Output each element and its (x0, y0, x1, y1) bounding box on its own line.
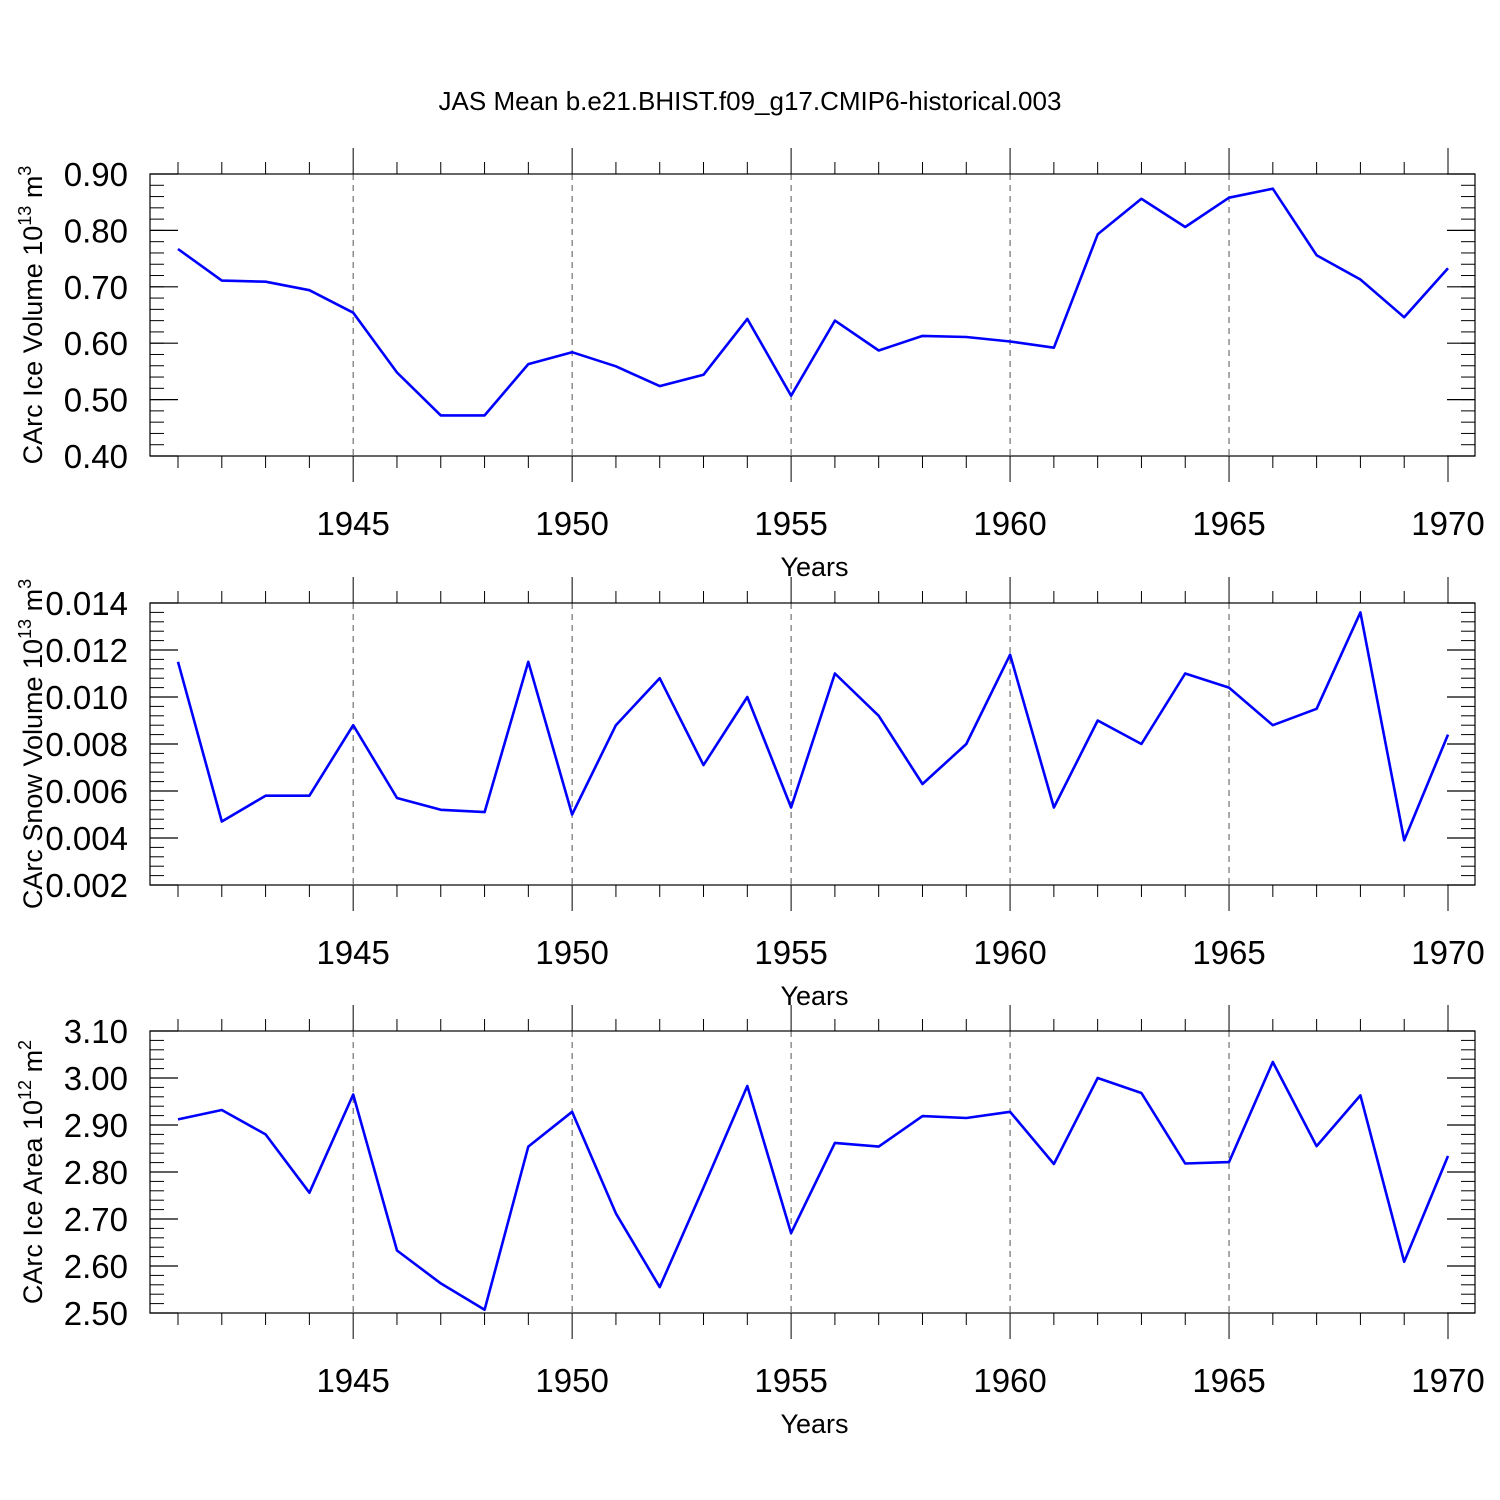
x-tick-label: 1945 (316, 934, 389, 971)
y-tick-label: 0.90 (64, 156, 128, 193)
x-tick-label: 1965 (1192, 505, 1265, 542)
x-tick-label: 1955 (754, 505, 827, 542)
x-axis-label: Years (780, 981, 848, 1011)
x-tick-label: 1970 (1411, 934, 1484, 971)
y-axis-label: CArc Ice Area 1012 m2 (15, 1040, 48, 1304)
y-tick-label: 0.60 (64, 325, 128, 362)
y-tick-label: 0.010 (45, 679, 128, 716)
plot-frame (149, 173, 1476, 457)
y-tick-label: 0.014 (45, 585, 128, 622)
y-axis-label-unit-exponent: 3 (15, 579, 35, 589)
y-tick-label: 0.40 (64, 438, 128, 475)
x-tick-label: 1950 (535, 1362, 608, 1399)
x-tick-label: 1955 (754, 1362, 827, 1399)
y-axis-label-text: CArc Ice Area 10 (18, 1100, 48, 1304)
panel-1: 1945 1950 1955 1960 1965 1970 0.40 0.50 0.60 0.70… (15, 148, 1485, 582)
x-tick-label: 1945 (316, 1362, 389, 1399)
x-tick-label: 1950 (535, 934, 608, 971)
y-tick-label: 2.50 (64, 1295, 128, 1332)
y-tick-label: 0.004 (45, 820, 128, 857)
y-axis-label-exponent: 13 (15, 619, 35, 639)
y-axis-label: CArc Ice Volume 1013 m3 (15, 166, 48, 465)
y-tick-label: 2.90 (64, 1107, 128, 1144)
series-line (177, 187, 1449, 417)
y-axis-label-exponent: 13 (15, 206, 35, 226)
y-tick-label: 0.008 (45, 726, 128, 763)
y-tick-label: 3.10 (64, 1013, 128, 1050)
x-axis-label: Years (780, 552, 848, 582)
x-tick-label: 1955 (754, 934, 827, 971)
y-tick-label: 0.80 (64, 212, 128, 249)
y-axis-label-exponent: 12 (15, 1080, 35, 1100)
y-axis-label-unit-exponent: 3 (15, 166, 35, 176)
y-axis-label-unit: m (18, 1050, 48, 1080)
x-tick-label: 1965 (1192, 1362, 1265, 1399)
x-tick-label: 1965 (1192, 934, 1265, 971)
panel-3: 1945 1950 1955 1960 1965 1970 2.50 2.60 2.70 2.80… (15, 1005, 1485, 1439)
y-axis-label-text: CArc Snow Volume 10 (18, 639, 48, 909)
y-axis-label-unit-exponent: 2 (15, 1040, 35, 1050)
y-axis-label-unit: m (18, 589, 48, 619)
y-axis-label-text: CArc Ice Volume 10 (18, 226, 48, 465)
series-line (176, 611, 1450, 842)
y-tick-label: 0.70 (64, 269, 128, 306)
y-tick-label: 2.80 (64, 1154, 128, 1191)
y-axis-label-unit: m (18, 176, 48, 206)
y-tick-label: 0.002 (45, 867, 128, 904)
y-tick-label: 2.70 (64, 1201, 128, 1238)
x-tick-label: 1970 (1411, 505, 1484, 542)
x-axis-label: Years (780, 1409, 848, 1439)
y-tick-label: 0.012 (45, 632, 128, 669)
series-line (177, 1060, 1450, 1311)
y-tick-label: 2.60 (64, 1248, 128, 1285)
y-tick-label: 3.00 (64, 1060, 128, 1097)
y-tick-label: 0.50 (64, 382, 128, 419)
x-tick-label: 1960 (973, 505, 1046, 542)
panel-2: 1945 1950 1955 1960 1965 1970 0.002 0.004 0.006 0… (15, 577, 1485, 1011)
x-tick-label: 1960 (973, 1362, 1046, 1399)
y-tick-label: 0.006 (45, 773, 128, 810)
y-axis-label: CArc Snow Volume 1013 m3 (15, 579, 48, 909)
x-tick-label: 1970 (1411, 1362, 1484, 1399)
x-tick-label: 1945 (316, 505, 389, 542)
x-tick-label: 1960 (973, 934, 1046, 971)
plot-frame (149, 1030, 1476, 1314)
x-tick-label: 1950 (535, 505, 608, 542)
chart-title: JAS Mean b.e21.BHIST.f09_g17.CMIP6-histo… (439, 86, 1062, 116)
